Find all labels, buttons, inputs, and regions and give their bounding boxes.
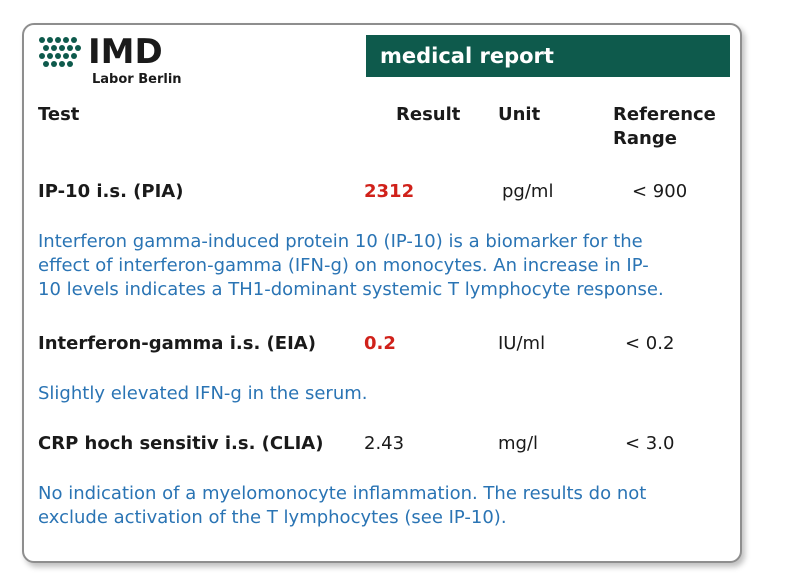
- column-header-reference-1: Reference: [613, 104, 716, 125]
- column-header-reference-2: Range: [613, 128, 677, 149]
- test-result: 0.2: [364, 333, 396, 354]
- test-reference: < 900: [632, 181, 688, 202]
- test-unit: mg/l: [498, 433, 539, 454]
- imd-logo: IMD Labor Berlin: [38, 32, 218, 92]
- comment-line: Slightly elevated IFN-g in the serum.: [38, 383, 368, 404]
- logo-subtitle: Labor Berlin: [92, 72, 182, 87]
- comment-line: exclude activation of the T lymphocytes …: [38, 507, 507, 528]
- comment-line: No indication of a myelomonocyte inflamm…: [38, 483, 647, 504]
- column-header-test: Test: [38, 104, 80, 125]
- comment-line: 10 levels indicates a TH1-dominant syste…: [38, 279, 664, 300]
- test-result: 2.43: [364, 433, 405, 454]
- column-header-result: Result: [396, 104, 461, 125]
- test-reference: < 3.0: [625, 433, 675, 454]
- dot-grid-icon: [39, 37, 81, 67]
- comment-line: effect of interferon-gamma (IFN-g) on mo…: [38, 255, 649, 276]
- test-unit: IU/ml: [498, 333, 546, 354]
- report-type-banner: medical report: [366, 35, 730, 77]
- test-unit: pg/ml: [502, 181, 554, 202]
- test-name: IP-10 i.s. (PIA): [38, 181, 184, 202]
- logo-wordmark: IMD: [88, 32, 163, 72]
- test-name: CRP hoch sensitiv i.s. (CLIA): [38, 433, 324, 454]
- test-result: 2312: [364, 181, 415, 202]
- report-card: [22, 23, 742, 563]
- comment-line: Interferon gamma-induced protein 10 (IP-…: [38, 231, 643, 252]
- test-reference: < 0.2: [625, 333, 675, 354]
- column-header-unit: Unit: [498, 104, 541, 125]
- test-name: Interferon-gamma i.s. (EIA): [38, 333, 316, 354]
